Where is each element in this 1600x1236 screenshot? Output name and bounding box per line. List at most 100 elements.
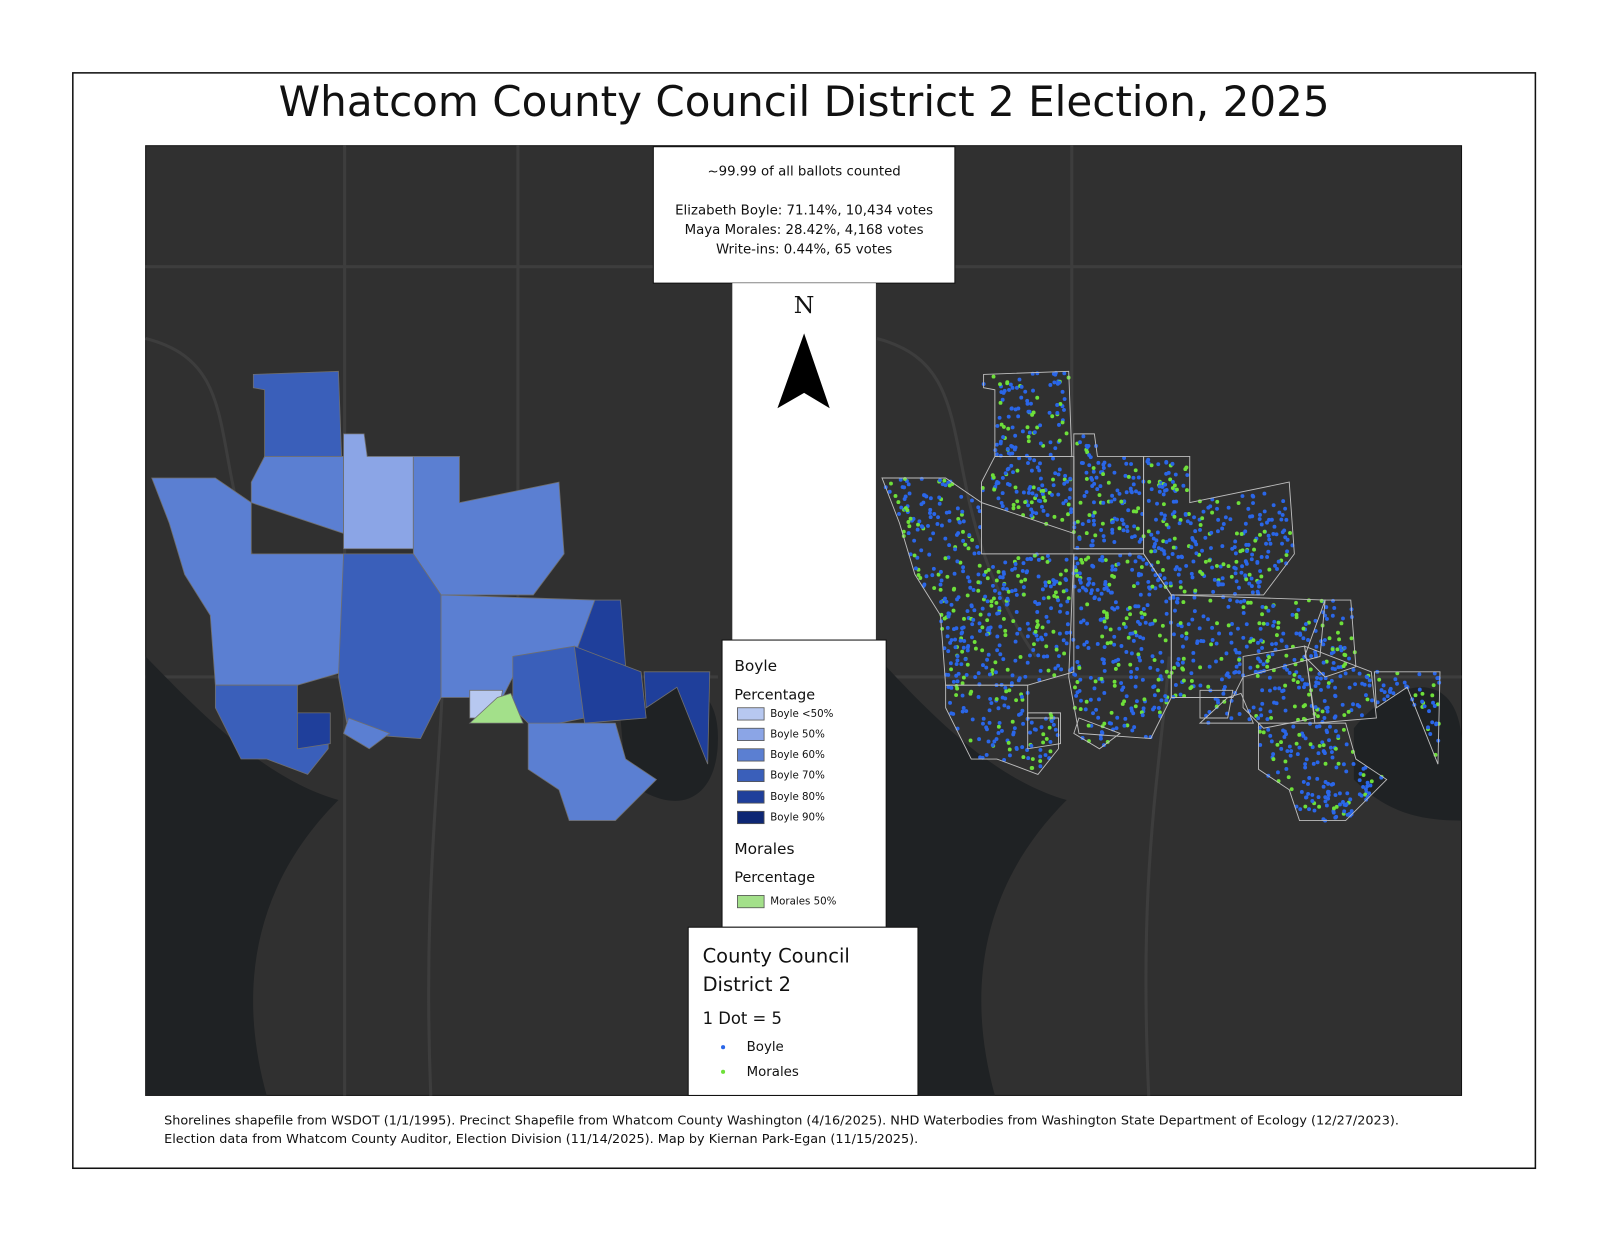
vote-dot [1326,793,1331,797]
vote-dot [938,478,942,483]
vote-dot [1051,629,1056,634]
vote-dot [991,564,995,569]
vote-dot [1098,484,1103,489]
vote-dot [931,566,936,571]
vote-dot [985,618,990,623]
vote-dot [990,473,995,478]
vote-dot [1115,488,1120,493]
vote-dot [1316,751,1321,756]
vote-dot [1105,641,1110,646]
vote-dot [1009,406,1014,411]
vote-dot [1167,674,1172,679]
vote-dot [1322,699,1327,703]
vote-dot [1130,535,1134,540]
vote-dot [1343,671,1348,676]
vote-dot [1291,678,1296,682]
vote-dot [964,709,969,713]
vote-dot [1038,423,1043,428]
vote-dot [1223,515,1228,520]
vote-dot [1123,625,1128,629]
vote-dot [1330,647,1335,652]
vote-dot [1083,557,1088,562]
vote-dot [1010,589,1014,593]
vote-dot [1085,582,1090,587]
vote-dot [1162,551,1167,556]
vote-dot [1174,487,1179,492]
vote-dot [1341,762,1346,767]
vote-dot [1261,730,1266,735]
vote-dot [951,587,956,592]
vote-dot [963,657,968,662]
vote-dot [1137,491,1142,496]
vote-dot [1166,555,1171,560]
vote-dot [1267,537,1272,542]
vote-dot [1234,559,1239,564]
vote-dot [1303,762,1308,766]
vote-dot [1029,401,1033,406]
vote-dot [958,638,963,643]
vote-dot [1091,581,1096,586]
precinct [468,692,524,724]
vote-dot [1249,576,1254,581]
vote-dot [1075,680,1080,684]
vote-dot [1152,693,1157,698]
vote-dot [919,502,924,507]
vote-dot [1011,470,1015,475]
vote-dot [1140,713,1145,718]
vote-dot [984,752,989,757]
vote-dot [920,524,925,529]
vote-dot [1131,509,1136,514]
vote-dot [1128,662,1133,667]
vote-dot [1064,498,1068,503]
vote-dot [1036,574,1041,579]
vote-dot [1295,680,1300,685]
vote-dot [919,476,924,481]
vote-dot [1342,809,1347,814]
vote-dot [1184,465,1189,470]
vote-dot [1002,582,1006,587]
vote-dot [1033,727,1038,732]
vote-dot [998,382,1002,387]
vote-dot [1172,536,1177,541]
vote-dot [1216,700,1220,705]
vote-dot [1184,636,1189,641]
vote-dot [1104,611,1109,616]
vote-dot [1341,727,1346,732]
legend-label: Boyle 60% [770,749,825,761]
vote-dot [1027,430,1032,435]
vote-dot [1313,684,1318,688]
vote-dot [1226,564,1231,569]
vote-dot [1225,671,1230,676]
vote-dot [982,572,987,577]
vote-dot [1178,692,1183,697]
vote-dot [1236,501,1241,505]
vote-dot [1109,590,1113,595]
vote-dot [964,672,969,677]
vote-dot [1006,740,1011,745]
vote-dot [1191,658,1196,663]
vote-dot [1267,655,1271,660]
vote-dot [973,646,978,651]
vote-dot [1003,685,1008,690]
legend-subheading: Percentage [734,687,815,703]
vote-dot [1304,622,1308,626]
vote-dot [1073,685,1077,690]
vote-dot [1146,529,1151,534]
vote-dot [947,518,952,523]
vote-dot [1353,682,1358,687]
source-note: Election data from Whatcom County Audito… [164,1132,918,1147]
north-label: N [794,291,815,319]
vote-dot [1181,656,1186,661]
vote-dot [1164,522,1169,527]
vote-dot [1260,688,1265,693]
vote-dot [1361,784,1366,789]
vote-dot [1019,384,1024,389]
vote-dot [915,527,920,532]
vote-dot [1259,713,1264,718]
vote-dot [1117,491,1122,496]
vote-dot [1041,654,1046,659]
vote-dot [1026,439,1031,444]
vote-dot [1023,577,1028,582]
vote-dot [1053,471,1058,476]
vote-dot [1158,650,1163,655]
